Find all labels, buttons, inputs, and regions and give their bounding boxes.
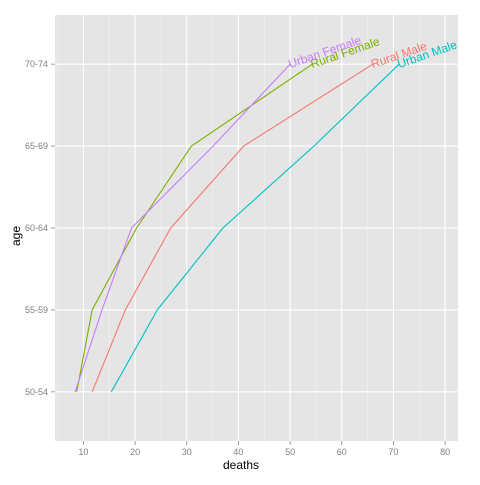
x-tick-label: 60 bbox=[337, 447, 347, 457]
y-tick-label: 65-69 bbox=[25, 141, 48, 151]
x-tick-label: 30 bbox=[182, 447, 192, 457]
x-tick-label: 80 bbox=[440, 447, 450, 457]
y-tick-label: 60-64 bbox=[25, 223, 48, 233]
series-line-urban-male bbox=[110, 63, 400, 393]
y-tick-label: 55-59 bbox=[25, 305, 48, 315]
series-lines bbox=[74, 63, 400, 393]
series-line-rural-male bbox=[91, 63, 374, 393]
x-tick-label: 10 bbox=[78, 447, 88, 457]
x-tick-label: 50 bbox=[285, 447, 295, 457]
y-tick-label: 50-54 bbox=[25, 387, 48, 397]
series-line-rural-female bbox=[76, 63, 313, 392]
axes: 10 20 30 40 50 60 70 80 50-54 55-59 60-64 65-69 70-7… bbox=[25, 59, 450, 457]
major-gridlines bbox=[55, 15, 458, 441]
series-line-urban-female bbox=[74, 63, 291, 392]
x-tick-label: 70 bbox=[388, 447, 398, 457]
x-tick-label: 20 bbox=[130, 447, 140, 457]
y-axis-title: age bbox=[9, 226, 23, 246]
y-tick-label: 70-74 bbox=[25, 59, 48, 69]
x-tick-label: 40 bbox=[233, 447, 243, 457]
x-axis-title: deaths bbox=[223, 458, 259, 472]
